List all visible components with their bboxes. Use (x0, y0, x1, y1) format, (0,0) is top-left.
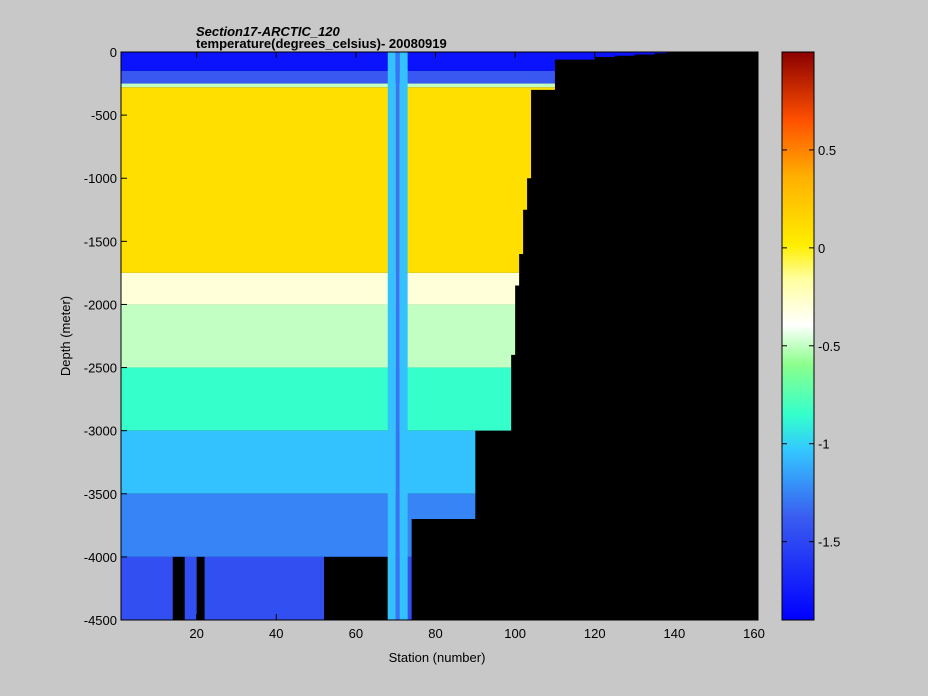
y-tick-label-4: -2000 (84, 297, 117, 312)
colorbar-tick-label-3: -1 (818, 437, 830, 452)
colorbar-tick-label-4: -1.5 (818, 535, 840, 550)
x-tick-label-120: 120 (584, 626, 606, 641)
station-column-2 (399, 52, 408, 620)
x-tick-label-60: 60 (349, 626, 363, 641)
y-tick-label-2: -1000 (84, 171, 117, 186)
station-column-1 (395, 52, 400, 620)
y-tick-label-8: -4000 (84, 550, 117, 565)
chart-subtitle: temperature(degrees_celsius)- 20080919 (196, 36, 447, 51)
x-tick-label-140: 140 (664, 626, 686, 641)
x-axis: 20 40 60 80 100 120 140 160 (189, 52, 765, 641)
colorbar-tick-label-2: -0.5 (818, 339, 840, 354)
x-tick-label-40: 40 (269, 626, 283, 641)
y-tick-label-7: -3500 (84, 487, 117, 502)
y-tick-label-6: -3000 (84, 424, 117, 439)
y-tick-label-9: -4500 (84, 613, 117, 628)
temperature-layer-2 (121, 83, 758, 88)
x-tick-label-160: 160 (743, 626, 765, 641)
colorbar (781, 51, 815, 621)
x-tick-label-80: 80 (428, 626, 442, 641)
y-axis-label: Depth (meter) (58, 296, 73, 376)
colorbar-tick-label-0: 0.5 (818, 143, 836, 158)
x-axis-label: Station (number) (389, 650, 486, 665)
y-tick-label-0: 0 (110, 45, 117, 60)
y-tick-label-3: -1500 (84, 234, 117, 249)
colorbar-axis: 0.5 0 -0.5 -1 -1.5 (782, 143, 840, 550)
station-column-0 (387, 52, 396, 620)
y-tick-label-1: -500 (91, 108, 117, 123)
colorbar-tick-label-1: 0 (818, 241, 825, 256)
y-axis: 0 -500 -1000 -1500 -2000 -2500 -3000 -3500 -4000… (84, 45, 758, 628)
plot-frame (120, 51, 759, 621)
x-tick-label-20: 20 (189, 626, 203, 641)
heatmap-plot-area (121, 52, 758, 620)
y-tick-label-5: -2500 (84, 361, 117, 376)
x-tick-label-100: 100 (504, 626, 526, 641)
chart-title: Section17-ARCTIC_120 (196, 24, 341, 39)
